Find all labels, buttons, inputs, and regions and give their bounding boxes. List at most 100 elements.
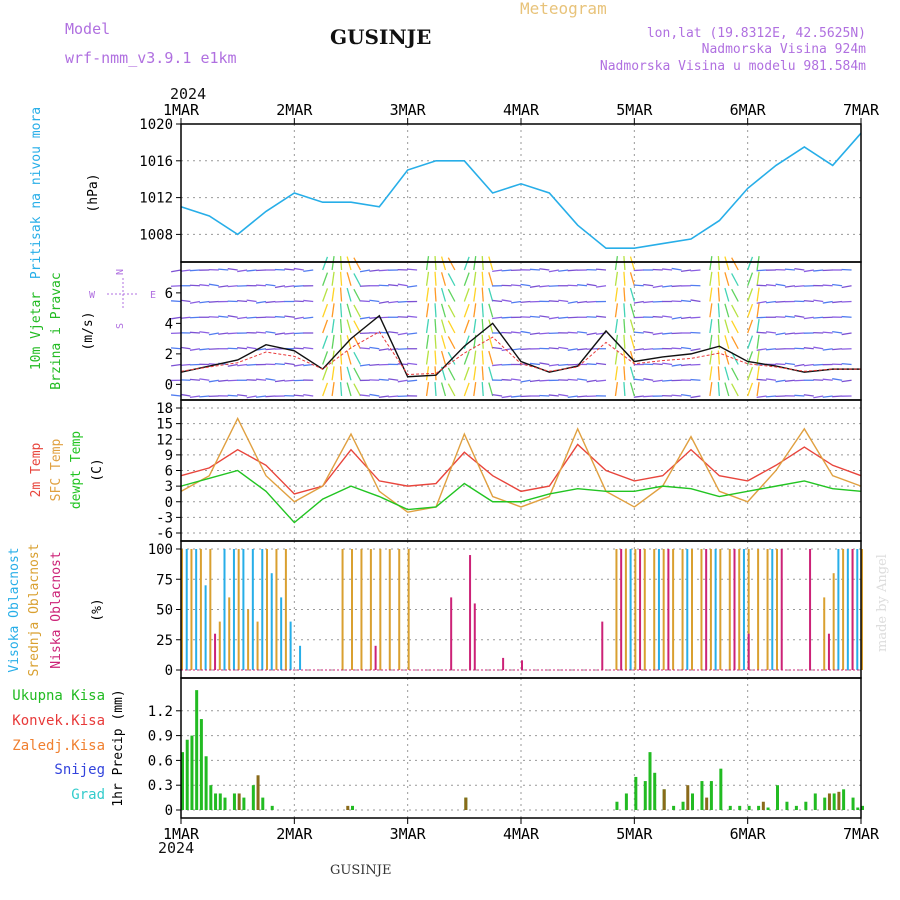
wind-barb — [463, 382, 470, 397]
cloud-mid-bar — [218, 621, 221, 670]
y-tick-label: 3 — [165, 479, 173, 495]
wind-barb — [813, 379, 824, 381]
wind-barb — [492, 346, 503, 350]
cloud-low-bar — [667, 549, 670, 670]
wind-barb — [529, 379, 540, 383]
wind-barb — [359, 285, 370, 287]
wind-barb — [473, 303, 477, 318]
wind-barb — [199, 331, 210, 334]
cloud-mid-bar — [341, 549, 344, 670]
wind-barb — [339, 271, 343, 286]
cloud-mid-bar — [643, 549, 646, 670]
wind-barb — [425, 319, 430, 334]
wind-barb — [274, 362, 285, 366]
wind-barb — [680, 316, 692, 320]
cloud-low-bar — [502, 657, 505, 670]
wind-barb — [378, 378, 389, 381]
temp-sfc-line — [180, 416, 862, 513]
wind-barb — [293, 332, 304, 335]
wind-barb — [709, 271, 713, 286]
y-tick-label: 4 — [165, 316, 173, 332]
y-tick-label: 2 — [165, 347, 173, 363]
wind-barb — [501, 395, 512, 399]
cloud-low-bar — [851, 549, 854, 670]
wind-barb — [690, 316, 701, 319]
precip-total-bar — [842, 789, 846, 810]
wind-barb — [434, 287, 437, 302]
wind-barb — [832, 330, 843, 334]
precip-total-bar — [766, 807, 770, 810]
wind-barb — [662, 379, 673, 382]
cloud-high-bar — [714, 549, 717, 670]
wind-barb — [425, 382, 430, 397]
wind-barb — [227, 267, 238, 271]
cloud-mid-bar — [398, 549, 401, 670]
wind-barb — [832, 348, 843, 351]
y-tick-label: 75 — [156, 572, 173, 588]
wind-barb — [265, 378, 276, 381]
cloud-mid-bar — [861, 549, 863, 670]
cloud-mid-bar — [181, 549, 183, 670]
wind-barb — [359, 347, 370, 350]
cloud-high-bar — [657, 549, 660, 670]
cloud-low-bar — [747, 633, 750, 670]
wind-barb — [520, 283, 531, 287]
wind-barb — [237, 347, 248, 350]
cloud-mid-bar — [228, 597, 231, 670]
wind-barb — [378, 269, 389, 272]
precip-total-bar — [738, 805, 742, 810]
precip-total-bar — [861, 805, 864, 810]
cloud-high-bar — [204, 585, 207, 670]
y-tick-label: 0 — [165, 803, 173, 819]
wind-barb — [463, 366, 470, 381]
cloud-high-bar — [280, 597, 283, 670]
wind-barb — [481, 271, 484, 286]
wind-barb — [629, 382, 635, 397]
wind-barb — [293, 285, 304, 288]
wind-barb — [208, 300, 219, 303]
wind-barb — [731, 320, 739, 334]
wind-barb — [353, 273, 362, 287]
wind-barb — [724, 382, 730, 397]
wind-barb — [346, 256, 352, 271]
wind-barb — [488, 382, 494, 397]
wind-barb — [339, 381, 343, 397]
wind-barb — [388, 300, 399, 304]
wind-barb — [434, 350, 437, 365]
wind-barb — [680, 346, 692, 350]
wind-barb — [293, 316, 304, 320]
wind-barb — [492, 299, 503, 303]
wind-barb — [407, 285, 418, 288]
wind-barb — [577, 395, 588, 398]
wind-barb — [473, 271, 477, 286]
wind-barb — [425, 256, 430, 271]
wind-barb — [709, 256, 713, 271]
wind-barb — [447, 320, 456, 334]
wind-barb — [629, 287, 635, 302]
wind-barb — [629, 335, 635, 349]
wind-barb — [671, 285, 682, 288]
wind-barb — [331, 271, 335, 286]
wind-barb — [218, 268, 229, 271]
x-tick-label-bottom: 7MAR — [843, 825, 880, 843]
cloud-mid-bar — [284, 549, 287, 670]
cloud-low-bar — [620, 549, 623, 670]
wind-barb — [274, 268, 285, 271]
wind-barb — [747, 319, 754, 334]
wind-barb — [567, 331, 578, 334]
model-name: wrf-nmm_v3.9.1 e1km — [65, 49, 237, 67]
wind-barb — [529, 332, 540, 336]
wind-speed-line — [180, 314, 861, 378]
wind-label-2: Brzina i Pravac — [49, 272, 64, 389]
precip-total-bar — [261, 797, 265, 810]
wind-barb — [756, 287, 760, 302]
precip-conv-bar — [705, 797, 709, 810]
wind-barb — [284, 332, 295, 335]
wind-barb — [434, 303, 437, 318]
wind-barb — [397, 363, 408, 366]
wind-barb — [766, 378, 777, 381]
wind-barb — [331, 303, 335, 318]
wind-barb — [339, 255, 343, 271]
cloud-low-bar — [733, 549, 736, 670]
wind-barb — [353, 257, 362, 271]
